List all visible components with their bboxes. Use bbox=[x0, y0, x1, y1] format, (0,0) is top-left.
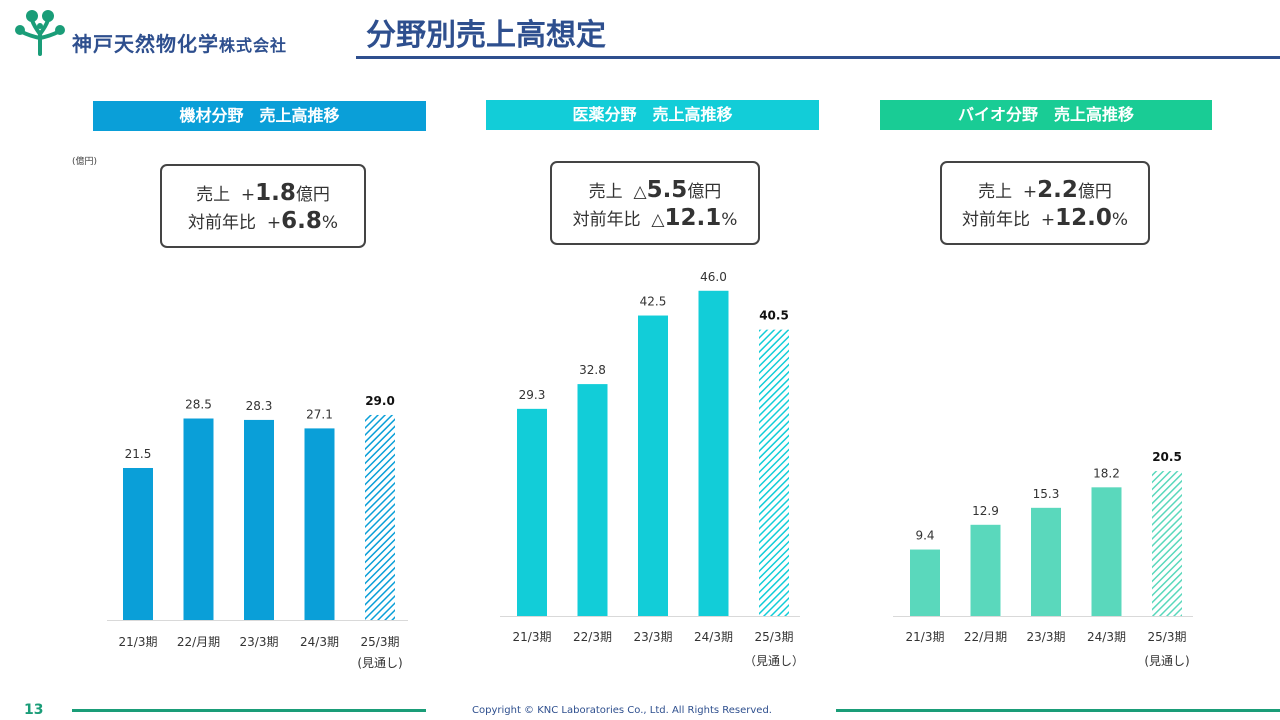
category-label: 25/3期 bbox=[361, 635, 400, 649]
data-label: 20.5 bbox=[1152, 450, 1182, 464]
callout-sales-label: 売上 bbox=[588, 182, 623, 202]
callout-sales-sign: △ bbox=[633, 182, 647, 202]
data-label: 29.0 bbox=[365, 394, 395, 408]
bar-forecast bbox=[1152, 471, 1182, 616]
callout-sales-sign: + bbox=[1022, 182, 1038, 202]
category-label: 22/月期 bbox=[177, 635, 220, 649]
category-label: 23/3期 bbox=[240, 635, 279, 649]
callout-yoy-sign: △ bbox=[651, 210, 665, 230]
data-label: 15.3 bbox=[1033, 487, 1060, 501]
callout-sales-label: 売上 bbox=[978, 182, 1013, 202]
bar bbox=[517, 408, 547, 616]
category-label: 24/3期 bbox=[1087, 630, 1126, 644]
callout-sales-unit: 億円 bbox=[1077, 182, 1112, 202]
callout-bio: 売上 +2.2億円 対前年比 +12.0% bbox=[940, 161, 1150, 245]
page-number: 13 bbox=[24, 702, 44, 718]
forecast-note: (見通し) bbox=[357, 656, 402, 670]
callout-yoy-sign: + bbox=[266, 213, 282, 233]
bar-group-equipment: 21.5 21/3期 28.5 22/月期 28.3 23/3期 27.1 24/3期 29.0… bbox=[107, 394, 408, 670]
category-label: 22/3期 bbox=[573, 630, 612, 644]
category-label: 21/3期 bbox=[513, 630, 552, 644]
category-label: 21/3期 bbox=[906, 630, 945, 644]
callout-equipment: 売上 +1.8億円 対前年比 +6.8% bbox=[160, 164, 366, 248]
data-label: 32.8 bbox=[579, 363, 606, 377]
bar bbox=[970, 524, 1001, 616]
callout-yoy-value: 12.0 bbox=[1055, 205, 1112, 231]
data-label: 28.3 bbox=[246, 399, 273, 413]
copyright: Copyright © KNC Laboratories Co., Ltd. A… bbox=[472, 705, 772, 716]
bar bbox=[1091, 487, 1122, 616]
category-label: 24/3期 bbox=[694, 630, 733, 644]
category-label: 25/3期 bbox=[755, 630, 794, 644]
bar bbox=[638, 315, 668, 616]
callout-yoy-label: 対前年比 bbox=[572, 210, 641, 230]
forecast-note: (見通し) bbox=[1144, 654, 1189, 668]
panel-header-equipment: 機材分野 売上高推移 bbox=[93, 101, 426, 131]
callout-sales-label: 売上 bbox=[196, 185, 231, 205]
data-label: 27.1 bbox=[306, 407, 333, 421]
data-label: 28.5 bbox=[185, 398, 212, 412]
page-title: 分野別売上高想定 bbox=[366, 18, 606, 53]
unit-label: (億円) bbox=[72, 157, 98, 167]
callout-yoy-label: 対前年比 bbox=[962, 210, 1031, 230]
bar bbox=[123, 467, 153, 620]
bar bbox=[910, 549, 940, 616]
callout-yoy-label: 対前年比 bbox=[188, 213, 257, 233]
callout-sales-value: 1.8 bbox=[255, 180, 296, 206]
category-label: 25/3期 bbox=[1148, 630, 1187, 644]
callout-sales-value: 5.5 bbox=[646, 177, 688, 203]
callout-yoy-value: 12.1 bbox=[664, 205, 722, 231]
category-label: 23/3期 bbox=[1027, 630, 1066, 644]
forecast-note: （見通し） bbox=[744, 654, 804, 668]
callout-yoy-unit: % bbox=[1111, 210, 1128, 230]
bar bbox=[577, 384, 608, 616]
panel-header-bio: バイオ分野 売上高推移 bbox=[880, 100, 1212, 130]
panel-header-pharma: 医薬分野 売上高推移 bbox=[486, 100, 819, 130]
category-label: 21/3期 bbox=[119, 635, 158, 649]
callout-yoy-unit: % bbox=[721, 210, 738, 230]
data-label: 9.4 bbox=[915, 529, 934, 543]
data-label: 29.3 bbox=[519, 388, 546, 402]
bar bbox=[183, 418, 214, 620]
callout-pharma: 売上 △5.5億円 対前年比 △12.1% bbox=[550, 161, 760, 245]
callout-yoy-unit: % bbox=[321, 213, 338, 233]
data-label: 18.2 bbox=[1093, 466, 1120, 480]
data-label: 12.9 bbox=[972, 504, 999, 518]
company-logo bbox=[12, 8, 68, 56]
logo-tree-icon bbox=[15, 10, 65, 56]
callout-yoy-value: 6.8 bbox=[281, 208, 322, 234]
footer-rule-left bbox=[72, 709, 426, 712]
bar bbox=[244, 419, 274, 620]
bar bbox=[698, 290, 729, 616]
category-label: 22/月期 bbox=[964, 630, 1007, 644]
callout-sales-unit: 億円 bbox=[687, 182, 722, 202]
bar-group-bio: 9.4 21/3期 12.9 22/月期 15.3 23/3期 18.2 24/3期 20.5 2… bbox=[893, 450, 1193, 668]
bar bbox=[1031, 507, 1061, 616]
bar-forecast bbox=[365, 414, 395, 620]
company-name: 神戸天然物化学株式会社 bbox=[72, 32, 288, 56]
company-suffix: 株式会社 bbox=[219, 36, 288, 55]
title-rule bbox=[356, 56, 1280, 59]
callout-sales-sign: + bbox=[240, 185, 256, 205]
callout-sales-unit: 億円 bbox=[295, 185, 330, 205]
bar bbox=[304, 428, 335, 620]
callout-sales-value: 2.2 bbox=[1037, 177, 1078, 203]
footer-rule-right bbox=[836, 709, 1280, 712]
callout-yoy-sign: + bbox=[1040, 210, 1056, 230]
category-label: 23/3期 bbox=[634, 630, 673, 644]
data-label: 46.0 bbox=[700, 270, 727, 284]
data-label: 21.5 bbox=[125, 447, 152, 461]
data-label: 42.5 bbox=[640, 295, 667, 309]
data-label: 40.5 bbox=[759, 309, 789, 323]
category-label: 24/3期 bbox=[300, 635, 339, 649]
bar-forecast bbox=[759, 329, 789, 616]
bar-group-pharma: 29.3 21/3期 32.8 22/3期 42.5 23/3期 46.0 24/3期 40.5… bbox=[500, 270, 804, 668]
